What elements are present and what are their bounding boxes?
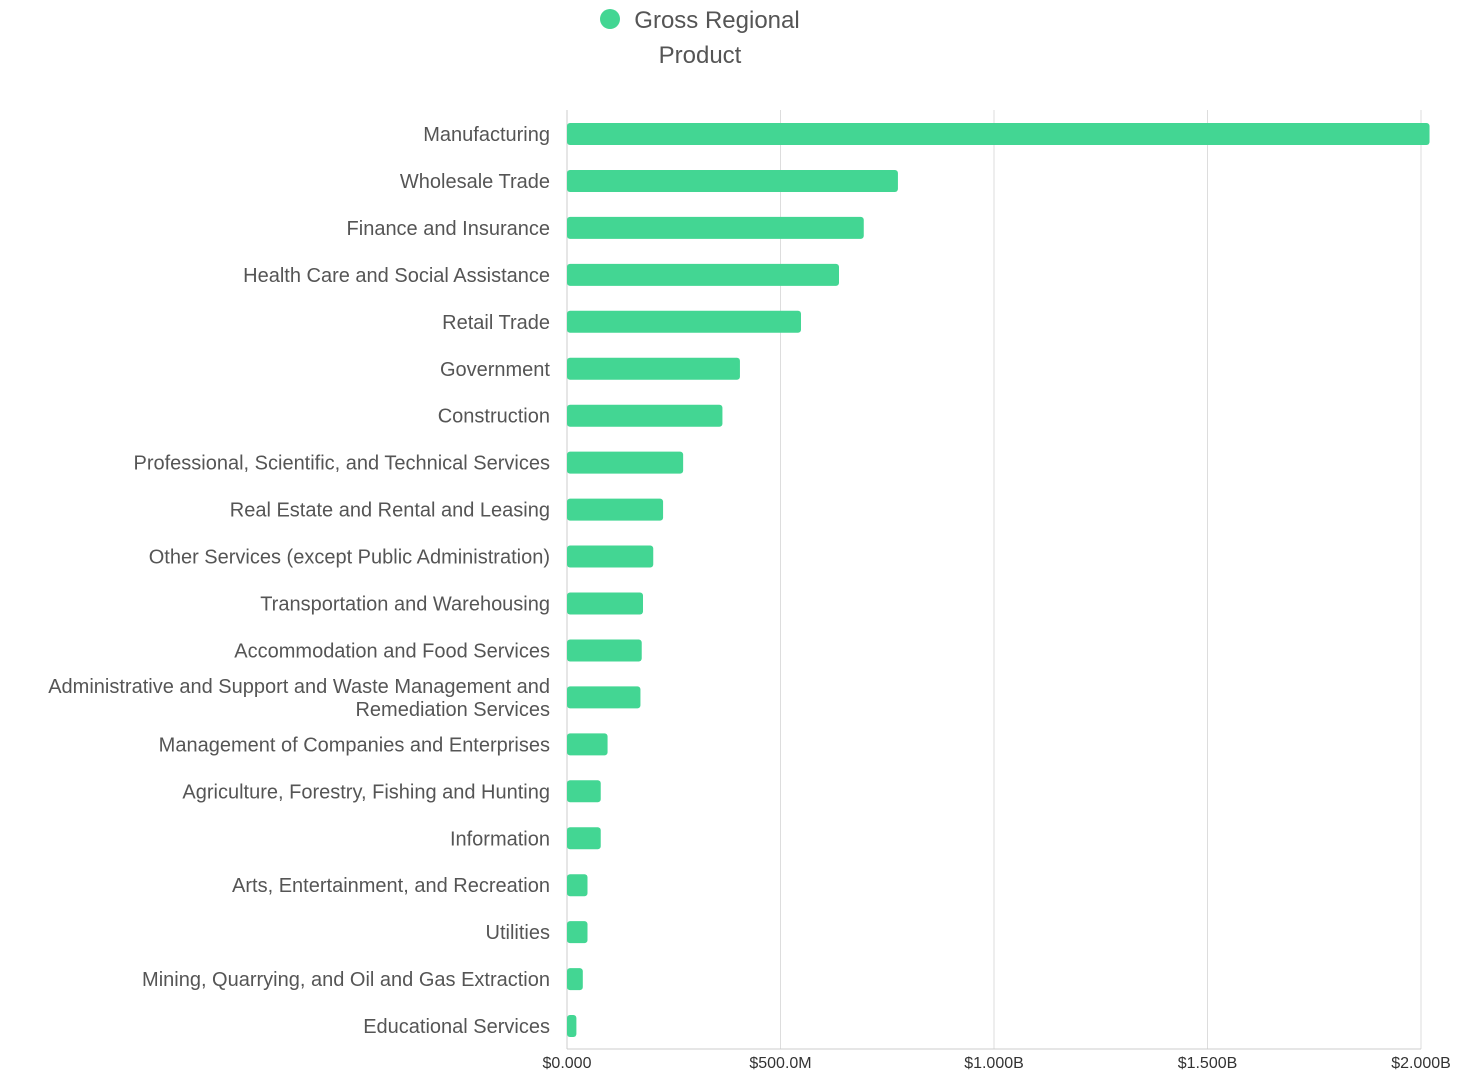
bar[interactable] bbox=[567, 169, 898, 192]
x-tick-label: $500.0M bbox=[749, 1055, 811, 1072]
bar[interactable] bbox=[567, 357, 740, 380]
bar[interactable] bbox=[567, 545, 654, 568]
category-labels: Manufacturing Wholesale Trade Finance and … bbox=[48, 124, 550, 1038]
bar[interactable] bbox=[567, 874, 588, 897]
x-tick-label: $2.000B bbox=[1391, 1055, 1451, 1072]
bar[interactable] bbox=[567, 639, 642, 662]
category-label: Professional, Scientific, and Technical … bbox=[133, 453, 550, 475]
bar[interactable] bbox=[567, 1015, 577, 1038]
bar[interactable] bbox=[567, 921, 588, 944]
bar[interactable] bbox=[567, 498, 664, 521]
category-label: Agriculture, Forestry, Fishing and Hunti… bbox=[182, 781, 550, 803]
category-label: Accommodation and Food Services bbox=[234, 640, 550, 662]
bar-series bbox=[567, 123, 1430, 1038]
x-tick-label: $0.000 bbox=[543, 1055, 592, 1072]
category-label: Government bbox=[440, 359, 550, 381]
category-label: Educational Services bbox=[363, 1016, 550, 1038]
category-label: Information bbox=[450, 828, 550, 850]
category-label: Finance and Insurance bbox=[347, 218, 550, 240]
bar[interactable] bbox=[567, 263, 839, 286]
category-label: Arts, Entertainment, and Recreation bbox=[232, 875, 550, 897]
chart-legend[interactable]: Gross Regional Product bbox=[600, 7, 800, 69]
category-label: Utilities bbox=[486, 922, 550, 944]
bar[interactable] bbox=[567, 780, 601, 803]
grid-lines bbox=[566, 110, 1422, 1050]
category-label: Manufacturing bbox=[423, 124, 550, 146]
bar[interactable] bbox=[567, 827, 601, 850]
legend-marker bbox=[600, 9, 620, 29]
legend-label: Gross Regional Product bbox=[634, 7, 799, 69]
category-label: Other Services (except Public Administra… bbox=[149, 547, 550, 569]
x-tick-label: $1.000B bbox=[964, 1055, 1024, 1072]
category-label: Mining, Quarrying, and Oil and Gas Extra… bbox=[142, 969, 550, 991]
bar[interactable] bbox=[567, 686, 641, 709]
category-label: Health Care and Social Assistance bbox=[243, 265, 550, 287]
category-label: Real Estate and Rental and Leasing bbox=[230, 500, 550, 522]
x-axis-tick-labels: $0.000 $500.0M $1.000B $1.500B $2.000B bbox=[543, 1055, 1451, 1072]
category-label: Management of Companies and Enterprises bbox=[159, 734, 550, 756]
x-tick-label: $1.500B bbox=[1178, 1055, 1238, 1072]
category-label: Transportation and Warehousing bbox=[260, 594, 550, 616]
category-label: Retail Trade bbox=[442, 312, 550, 334]
bar[interactable] bbox=[567, 592, 644, 615]
bar[interactable] bbox=[567, 733, 608, 756]
bar[interactable] bbox=[567, 968, 583, 991]
category-label: Wholesale Trade bbox=[400, 171, 550, 193]
bar[interactable] bbox=[567, 310, 801, 333]
bar[interactable] bbox=[567, 451, 684, 474]
category-label: Administrative and Support and Waste Man… bbox=[48, 676, 550, 721]
bar[interactable] bbox=[567, 404, 723, 427]
category-label: Construction bbox=[438, 406, 550, 428]
bar[interactable] bbox=[567, 216, 864, 239]
bar[interactable] bbox=[567, 123, 1430, 145]
